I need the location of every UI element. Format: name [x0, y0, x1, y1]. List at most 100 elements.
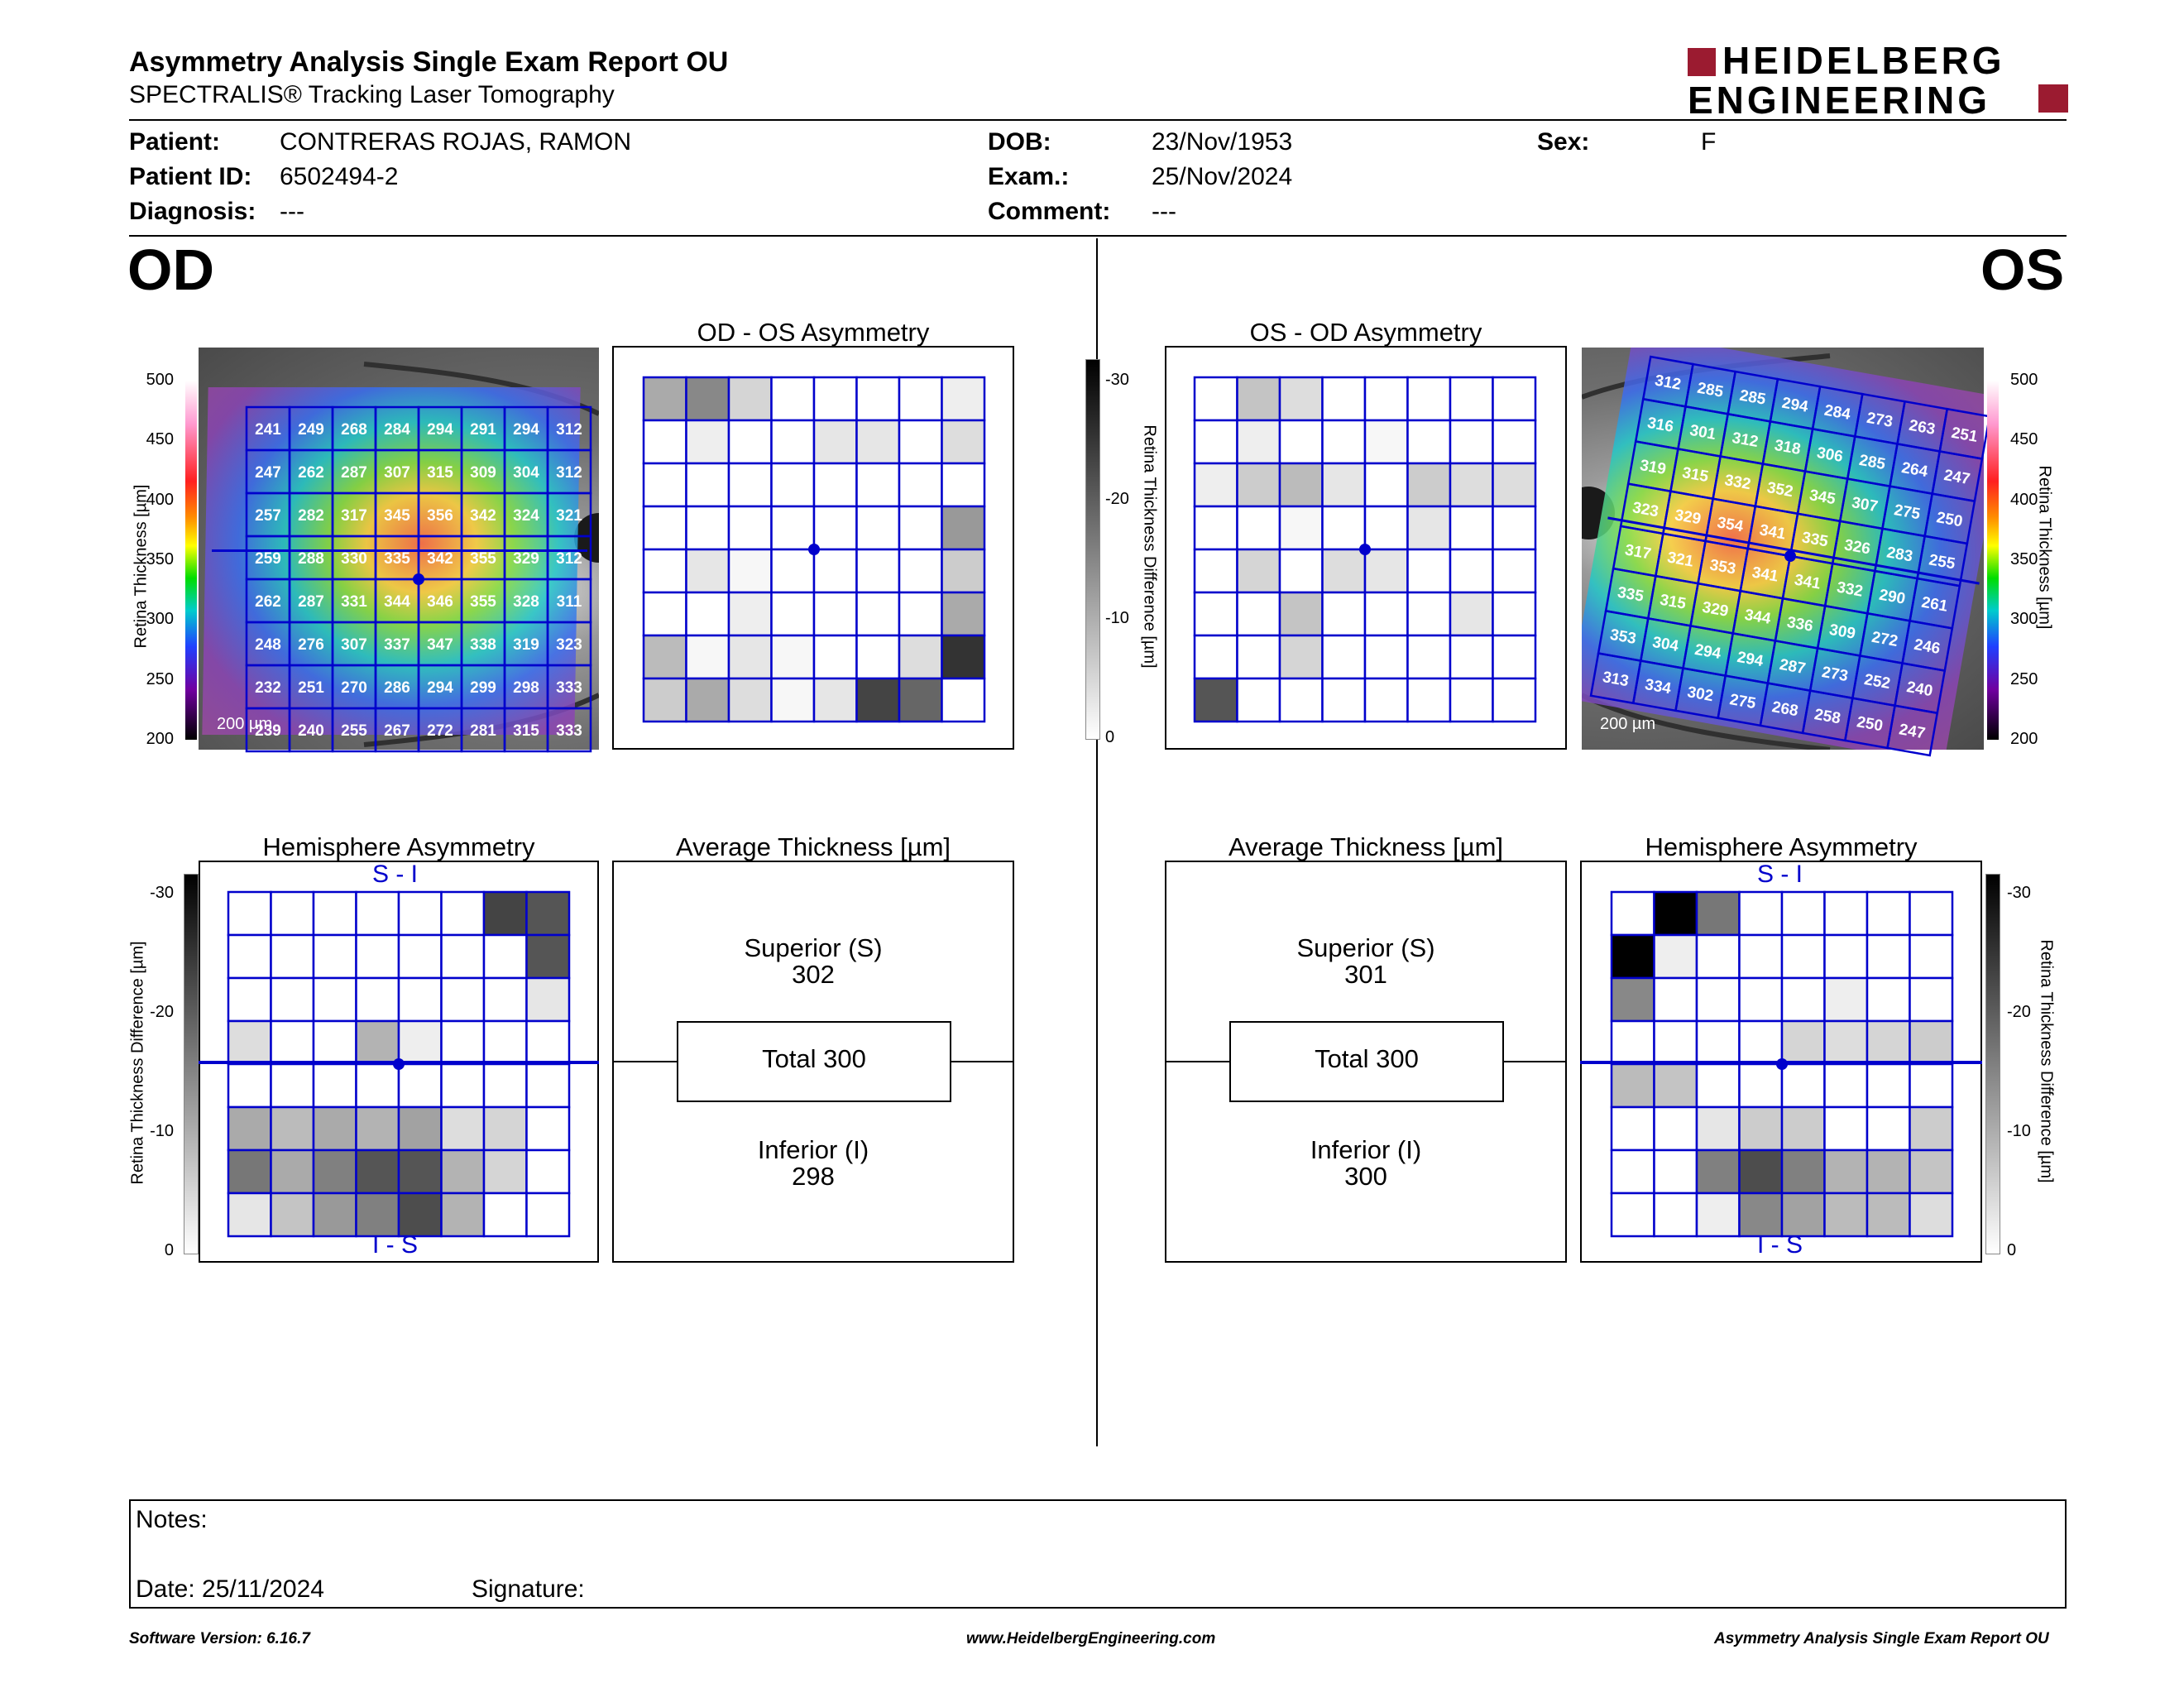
os-hemi-title: Hemisphere Asymmetry [1645, 832, 1918, 861]
os-asym-cell [1321, 462, 1367, 508]
od-thickness-value: 331 [341, 593, 367, 611]
od-thickness-tick: 350 [146, 550, 174, 568]
od-asym-cell [941, 677, 986, 723]
od-hemi-cell [525, 1105, 571, 1152]
os-hemi-cell [1653, 890, 1698, 937]
od-thickness-value: 259 [255, 550, 281, 568]
os-thickness-value: 341 [1793, 572, 1822, 593]
diagnosis-label: Diagnosis: [129, 198, 256, 225]
od-hemi-cell [312, 976, 357, 1023]
os-thickness-tick: 400 [2010, 490, 2038, 509]
footer-website[interactable]: www.HeidelbergEngineering.com [966, 1630, 1216, 1647]
od-thickness-value: 307 [341, 636, 367, 654]
od-thickness-value: 355 [470, 550, 496, 568]
os-thickness-value: 332 [1836, 579, 1865, 601]
od-asym-cell [855, 505, 901, 551]
od-hemi-cell [355, 1062, 400, 1109]
exam-label: Exam.: [988, 163, 1070, 190]
os-asym-cell [1321, 634, 1367, 680]
os-hemi-cell [1823, 1019, 1869, 1066]
od-thickness-grid: 241 249 268 284 294 291 294 312 247 262 287 307 315 3… [245, 405, 592, 753]
os-hemi-cell [1610, 1019, 1655, 1066]
os-thickness-value: 334 [1644, 676, 1673, 698]
os-hemi-cell [1909, 1105, 1954, 1152]
os-hemi-cell [1738, 890, 1784, 937]
od-thickness-value: 281 [470, 722, 496, 740]
os-asym-cell [1321, 591, 1367, 637]
od-asym-cell [898, 376, 943, 422]
od-thickness-value: 294 [513, 421, 539, 439]
os-thickness-value: 285 [1858, 452, 1887, 473]
os-vessel-2 [1582, 693, 1831, 750]
os-hemi-cell [1823, 976, 1869, 1023]
os-hemi-cell [1909, 1192, 1954, 1238]
od-asym-cell [685, 591, 730, 637]
os-thickness-value: 290 [1878, 587, 1907, 608]
os-thickness-value: 285 [1696, 380, 1725, 401]
os-asym-cell [1236, 677, 1281, 723]
os-hemi-diff-colorbar [1985, 874, 2000, 1254]
os-asym-fovea-dot [1359, 544, 1371, 555]
od-thickness-value: 342 [470, 507, 496, 525]
od-label: OD [127, 237, 214, 302]
od-asym-cell [812, 634, 858, 680]
od-os-asym-title: OD - OS Asymmetry [697, 318, 930, 347]
center-diff-colorbar [1085, 359, 1100, 740]
os-thickness-value: 246 [1913, 636, 1942, 658]
od-thickness-value: 239 [255, 722, 281, 740]
od-thickness-value: 287 [341, 464, 367, 482]
os-asym-cell [1406, 376, 1452, 422]
os-asym-cell [1363, 462, 1409, 508]
os-thickness-value: 315 [1659, 592, 1688, 613]
od-asym-cell [642, 591, 687, 637]
os-asym-cell [1278, 505, 1324, 551]
os-hemi-tick: 0 [2007, 1241, 2017, 1259]
od-hemi-cell [482, 1062, 528, 1109]
od-hemi-cell [270, 890, 315, 937]
od-thickness-value: 319 [513, 636, 539, 654]
os-asym-cell [1449, 505, 1494, 551]
os-asym-cell [1492, 419, 1537, 465]
od-hemi-cell [440, 1062, 486, 1109]
os-asym-cell [1492, 548, 1537, 594]
od-thickness-value: 333 [556, 722, 582, 740]
od-asym-cell [855, 419, 901, 465]
os-hemi-cell [1610, 1062, 1655, 1109]
patient-id-value: 6502494-2 [280, 163, 399, 190]
od-thickness-value: 323 [556, 636, 582, 654]
notes-box[interactable] [129, 1499, 2067, 1609]
patient-id-label: Patient ID: [129, 163, 252, 190]
od-asym-cell [727, 376, 773, 422]
os-thickness-value: 284 [1823, 402, 1852, 424]
os-hemi-cell [1866, 1105, 1911, 1152]
patient-value: CONTRERAS ROJAS, RAMON [280, 128, 632, 156]
date-label: Date: 25/11/2024 [136, 1575, 324, 1603]
os-thickness-tick: 500 [2010, 371, 2038, 389]
od-hemi-cell [397, 976, 443, 1023]
os-hemi-cell [1866, 1192, 1911, 1238]
od-hemi-cell [525, 890, 571, 937]
os-thickness-value: 247 [1898, 721, 1927, 742]
os-hemi-cell [1738, 933, 1784, 980]
od-hemi-cell [227, 1192, 272, 1238]
footer-software-version: Software Version: 6.16.7 [129, 1630, 310, 1647]
os-thickness-value: 240 [1905, 679, 1934, 700]
od-asym-cell [642, 505, 687, 551]
os-asym-cell [1278, 548, 1324, 594]
os-asym-cell [1193, 548, 1238, 594]
os-asym-cell [1406, 591, 1452, 637]
os-hemi-cell [1780, 1019, 1826, 1066]
os-thickness-value: 335 [1800, 529, 1829, 550]
os-thickness-value: 326 [1843, 536, 1872, 558]
od-hemi-cell [440, 933, 486, 980]
os-hemi-cell [1780, 1149, 1826, 1195]
od-hemi-diff-colorbar [184, 874, 199, 1254]
info-divider [129, 235, 2067, 237]
od-hemi-cell [355, 1192, 400, 1238]
od-thickness-value: 346 [427, 593, 453, 611]
od-thickness-value: 315 [513, 722, 539, 740]
sex-value: F [1701, 128, 1717, 156]
os-asym-cell [1321, 548, 1367, 594]
os-hemi-cell [1909, 1149, 1954, 1195]
od-avg-superior-value: 302 [792, 960, 835, 989]
